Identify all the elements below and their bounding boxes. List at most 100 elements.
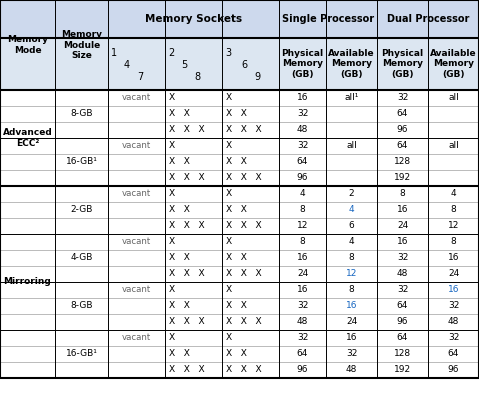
Text: X: X — [226, 141, 232, 151]
Text: X: X — [226, 237, 232, 247]
Text: all: all — [448, 141, 459, 151]
Text: X   X   X: X X X — [169, 222, 205, 230]
Text: 48: 48 — [448, 318, 459, 326]
Text: X   X   X: X X X — [226, 318, 262, 326]
Text: 64: 64 — [297, 350, 308, 358]
Text: 16: 16 — [297, 254, 308, 262]
Text: 1: 1 — [111, 48, 117, 58]
Text: X   X   X: X X X — [169, 318, 205, 326]
Text: 32: 32 — [448, 333, 459, 343]
Text: Memory
Mode: Memory Mode — [7, 35, 48, 55]
Text: X: X — [226, 190, 232, 198]
Text: X   X: X X — [226, 254, 247, 262]
Text: 12: 12 — [448, 222, 459, 230]
Text: 128: 128 — [394, 350, 411, 358]
Text: X   X   X: X X X — [226, 173, 262, 183]
Text: 16: 16 — [297, 286, 308, 294]
Text: 12: 12 — [297, 222, 308, 230]
Text: vacant: vacant — [122, 141, 151, 151]
Text: Physical
Memory
(GB): Physical Memory (GB) — [282, 49, 323, 79]
Text: 16: 16 — [346, 301, 357, 311]
Text: X: X — [169, 237, 175, 247]
Text: X   X: X X — [169, 301, 190, 311]
Text: 24: 24 — [397, 222, 408, 230]
Text: X: X — [169, 141, 175, 151]
Text: 9: 9 — [254, 72, 260, 82]
Text: 16: 16 — [448, 286, 459, 294]
Text: X   X   X: X X X — [226, 269, 262, 279]
Text: 48: 48 — [397, 269, 408, 279]
Text: all¹: all¹ — [344, 94, 359, 102]
Text: X   X: X X — [226, 109, 247, 119]
Text: 8: 8 — [349, 286, 354, 294]
Bar — [0, 0, 479, 38]
Text: X   X: X X — [226, 158, 247, 166]
Text: 12: 12 — [346, 269, 357, 279]
Text: Mirroring: Mirroring — [4, 277, 51, 286]
Text: 8: 8 — [300, 237, 306, 247]
Text: 24: 24 — [448, 269, 459, 279]
Text: X   X: X X — [226, 350, 247, 358]
Text: 64: 64 — [448, 350, 459, 358]
Text: 7: 7 — [137, 72, 143, 82]
Text: vacant: vacant — [122, 333, 151, 343]
Text: 8-GB: 8-GB — [70, 109, 93, 119]
Text: 96: 96 — [397, 318, 408, 326]
Text: X   X   X: X X X — [169, 126, 205, 134]
Bar — [0, 90, 479, 378]
Text: 32: 32 — [297, 141, 308, 151]
Text: 24: 24 — [346, 318, 357, 326]
Text: 64: 64 — [397, 141, 408, 151]
Text: X: X — [226, 286, 232, 294]
Text: 32: 32 — [346, 350, 357, 358]
Text: Available
Memory
(GB): Available Memory (GB) — [328, 49, 375, 79]
Text: 16-GB¹: 16-GB¹ — [66, 158, 97, 166]
Text: 96: 96 — [297, 173, 308, 183]
Text: X: X — [169, 286, 175, 294]
Text: X: X — [226, 333, 232, 343]
Text: X   X   X: X X X — [226, 365, 262, 375]
Text: 192: 192 — [394, 173, 411, 183]
Text: 8: 8 — [451, 205, 456, 215]
Text: 32: 32 — [397, 94, 408, 102]
Text: vacant: vacant — [122, 94, 151, 102]
Text: X   X: X X — [169, 109, 190, 119]
Text: 4: 4 — [124, 60, 130, 70]
Text: vacant: vacant — [122, 286, 151, 294]
Bar — [0, 38, 479, 90]
Text: X   X: X X — [169, 158, 190, 166]
Text: 16: 16 — [397, 205, 408, 215]
Text: 4: 4 — [349, 237, 354, 247]
Text: all: all — [346, 141, 357, 151]
Text: Physical
Memory
(GB): Physical Memory (GB) — [381, 49, 423, 79]
Text: X   X: X X — [226, 205, 247, 215]
Text: Memory Sockets: Memory Sockets — [145, 14, 242, 24]
Text: 96: 96 — [448, 365, 459, 375]
Text: 24: 24 — [297, 269, 308, 279]
Text: X   X: X X — [226, 301, 247, 311]
Text: 128: 128 — [394, 158, 411, 166]
Text: 8: 8 — [451, 237, 456, 247]
Text: 32: 32 — [448, 301, 459, 311]
Text: 48: 48 — [297, 126, 308, 134]
Text: X   X   X: X X X — [226, 222, 262, 230]
Text: all: all — [448, 94, 459, 102]
Text: 16: 16 — [346, 333, 357, 343]
Text: 5: 5 — [181, 60, 187, 70]
Text: X   X   X: X X X — [169, 365, 205, 375]
Text: 96: 96 — [397, 126, 408, 134]
Text: 2: 2 — [168, 48, 174, 58]
Text: 32: 32 — [297, 333, 308, 343]
Text: Available
Memory
(GB): Available Memory (GB) — [430, 49, 477, 79]
Text: Single Processor: Single Processor — [282, 14, 374, 24]
Text: 8: 8 — [349, 254, 354, 262]
Text: vacant: vacant — [122, 190, 151, 198]
Text: 16: 16 — [297, 94, 308, 102]
Text: 6: 6 — [241, 60, 247, 70]
Text: Memory
Module
Size: Memory Module Size — [61, 30, 102, 60]
Text: 4: 4 — [300, 190, 305, 198]
Text: 64: 64 — [397, 109, 408, 119]
Text: 64: 64 — [297, 158, 308, 166]
Text: 4-GB: 4-GB — [70, 254, 93, 262]
Text: 192: 192 — [394, 365, 411, 375]
